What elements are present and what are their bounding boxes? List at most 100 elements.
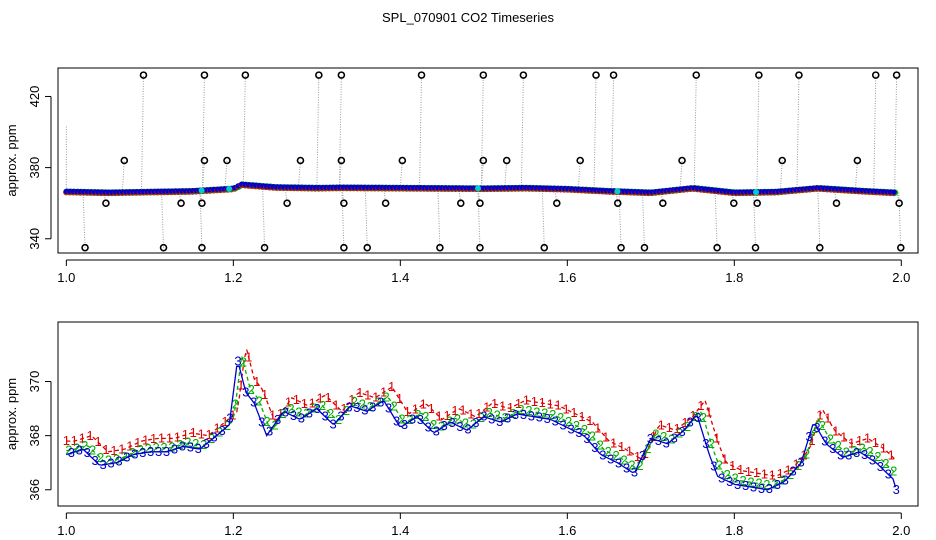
series-marker-1: 1 xyxy=(618,439,625,454)
outlier-marker xyxy=(479,156,488,165)
series-marker-2: 2 xyxy=(882,456,889,471)
series-marker-3: 3 xyxy=(298,411,305,426)
series-marker-3: 3 xyxy=(615,456,622,471)
series-marker-2: 2 xyxy=(811,421,818,436)
series-marker-2: 2 xyxy=(779,472,786,487)
series-marker-1: 1 xyxy=(269,408,276,423)
series-marker-2: 2 xyxy=(589,428,596,443)
series-marker-2: 2 xyxy=(668,432,675,447)
series-marker-3: 3 xyxy=(766,481,773,496)
series-marker-1: 1 xyxy=(602,429,609,444)
series-marker-2: 2 xyxy=(700,410,707,425)
series-marker-1: 1 xyxy=(491,396,498,411)
series-marker-1: 1 xyxy=(420,397,427,412)
series-marker-1: 1 xyxy=(87,428,94,443)
y-tick-label: 380 xyxy=(27,157,42,179)
series-marker-2: 2 xyxy=(367,399,374,414)
series-marker-3: 3 xyxy=(885,466,892,481)
spike-line xyxy=(779,160,783,192)
series-marker-1: 1 xyxy=(729,458,736,473)
series-marker-1: 1 xyxy=(404,404,411,419)
series-marker-3: 3 xyxy=(583,431,590,446)
outlier-marker xyxy=(340,243,348,252)
series-marker-2: 2 xyxy=(160,440,167,455)
series-marker-1: 1 xyxy=(134,435,141,450)
series-marker-1: 1 xyxy=(198,426,205,441)
plot-frame xyxy=(57,67,919,254)
series-marker-3: 3 xyxy=(750,479,757,494)
series-marker-3: 3 xyxy=(377,394,384,409)
series-marker-2: 2 xyxy=(874,449,881,464)
series-marker-1: 1 xyxy=(206,427,213,442)
y-tick-label: 340 xyxy=(27,228,42,250)
series-marker-2: 2 xyxy=(192,436,199,451)
series-marker-1: 1 xyxy=(792,456,799,471)
outlier-marker xyxy=(713,243,721,252)
series-marker-3: 3 xyxy=(385,401,392,416)
series-marker-3: 3 xyxy=(480,409,487,424)
series-marker-1: 1 xyxy=(71,433,78,448)
series-marker-2: 2 xyxy=(890,464,897,479)
series-marker-2: 2 xyxy=(129,445,136,460)
series-marker-3: 3 xyxy=(266,423,273,438)
series-marker-3: 3 xyxy=(869,452,876,467)
series-marker-1: 1 xyxy=(507,400,514,415)
series-marker-2: 2 xyxy=(430,417,437,432)
spike-line xyxy=(262,186,266,248)
series-marker-1: 1 xyxy=(459,403,466,418)
series-marker-3: 3 xyxy=(544,411,551,426)
series-marker-2: 2 xyxy=(113,451,120,466)
series-marker-2: 2 xyxy=(446,413,453,428)
series-marker-1: 1 xyxy=(324,390,331,405)
outlier-marker xyxy=(896,243,905,252)
series-marker-2: 2 xyxy=(557,410,564,425)
series-marker-3: 3 xyxy=(560,418,567,433)
series-marker-3: 3 xyxy=(361,403,368,418)
series-marker-2: 2 xyxy=(517,402,524,417)
spike-line xyxy=(611,75,615,192)
series-marker-1: 1 xyxy=(666,420,673,435)
spike-line xyxy=(754,192,758,204)
series-marker-2: 2 xyxy=(525,403,532,418)
series-marker-3: 3 xyxy=(631,465,638,480)
series-marker-1: 1 xyxy=(213,421,220,436)
series-marker-3: 3 xyxy=(250,395,257,410)
outlier-marker xyxy=(576,156,584,165)
spike-line xyxy=(854,160,858,191)
x-tick-label: 1.8 xyxy=(725,270,743,285)
y-tick-label: 366 xyxy=(27,479,42,501)
series-marker-2: 2 xyxy=(636,458,643,473)
outlier-marker xyxy=(260,243,269,252)
series-marker-1: 1 xyxy=(436,409,443,424)
series-marker-3: 3 xyxy=(464,422,471,437)
series-marker-1: 1 xyxy=(340,401,347,416)
spike-line xyxy=(618,191,622,248)
series-marker-2: 2 xyxy=(438,418,445,433)
series-marker-1: 1 xyxy=(658,418,665,433)
series-marker-3: 3 xyxy=(718,470,725,485)
series-marker-1: 1 xyxy=(832,423,839,438)
series-marker-1: 1 xyxy=(578,409,585,424)
series-marker-1: 1 xyxy=(499,399,506,414)
series-marker-2: 2 xyxy=(414,407,421,422)
series-marker-3: 3 xyxy=(742,478,749,493)
series-marker-2: 2 xyxy=(858,440,865,455)
series-marker-2: 2 xyxy=(406,412,413,427)
spike-line xyxy=(693,75,697,189)
series-marker-1: 1 xyxy=(166,430,173,445)
spike-line xyxy=(477,188,481,248)
series-marker-2: 2 xyxy=(486,405,493,420)
series-marker-3: 3 xyxy=(829,441,836,456)
outlier-marker xyxy=(198,199,206,207)
outlier-marker xyxy=(198,243,206,252)
series-marker-2: 2 xyxy=(676,425,683,440)
series-marker-3: 3 xyxy=(393,413,400,428)
series-marker-1: 1 xyxy=(673,421,680,436)
x-tick-label: 1.0 xyxy=(57,523,75,538)
series-marker-2: 2 xyxy=(462,415,469,430)
outlier-marker xyxy=(476,199,484,207)
series-marker-3: 3 xyxy=(591,440,598,455)
series-marker-1: 1 xyxy=(848,436,855,451)
series-marker-2: 2 xyxy=(827,432,834,447)
